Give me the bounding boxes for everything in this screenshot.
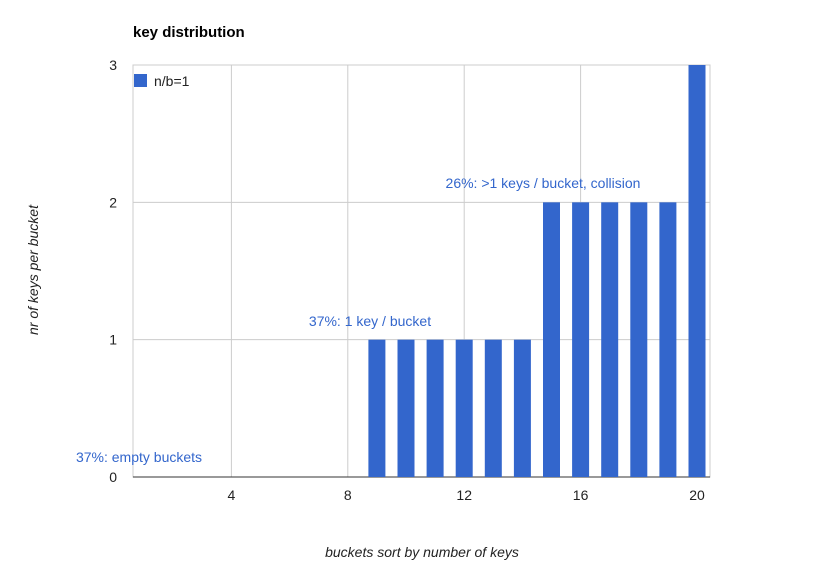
bar[interactable] [368,339,386,477]
grid [132,64,711,478]
y-tick-label: 3 [109,57,117,73]
bar[interactable] [601,202,619,478]
bar[interactable] [630,202,648,478]
bar[interactable] [455,339,473,477]
bar[interactable] [688,65,706,477]
legend-swatch [134,74,147,87]
annotation-label: 37%: 1 key / bucket [309,313,431,329]
y-axis-title: nr of keys per bucket [25,204,41,335]
bar[interactable] [397,339,415,477]
x-axis-title: buckets sort by number of keys [325,544,519,560]
bar[interactable] [572,202,590,478]
bars [368,65,706,478]
x-ticks: 4 8 12 16 20 [228,487,705,503]
annotation-label: 26%: >1 keys / bucket, collision [446,175,641,191]
y-tick-label: 1 [109,332,117,348]
x-tick-label: 8 [344,487,352,503]
chart-title: key distribution [133,24,245,41]
x-tick-label: 4 [228,487,236,503]
bar[interactable] [659,202,677,478]
plot-frame [132,64,711,478]
legend[interactable]: n/b=1 [134,73,190,89]
x-tick-label: 12 [456,487,472,503]
bar[interactable] [484,339,502,477]
bar[interactable] [543,202,560,478]
annotation-label: 37%: empty buckets [76,449,202,465]
annotations: 37%: empty buckets 37%: 1 key / bucket 26%… [76,175,641,465]
bar[interactable] [426,339,444,477]
x-tick-label: 20 [689,487,705,503]
legend-label: n/b=1 [154,73,190,89]
y-tick-label: 2 [109,194,117,210]
y-tick-label: 0 [109,469,117,485]
x-tick-label: 16 [573,487,589,503]
y-ticks: 0 1 2 3 [109,57,117,485]
bar[interactable] [513,339,531,477]
